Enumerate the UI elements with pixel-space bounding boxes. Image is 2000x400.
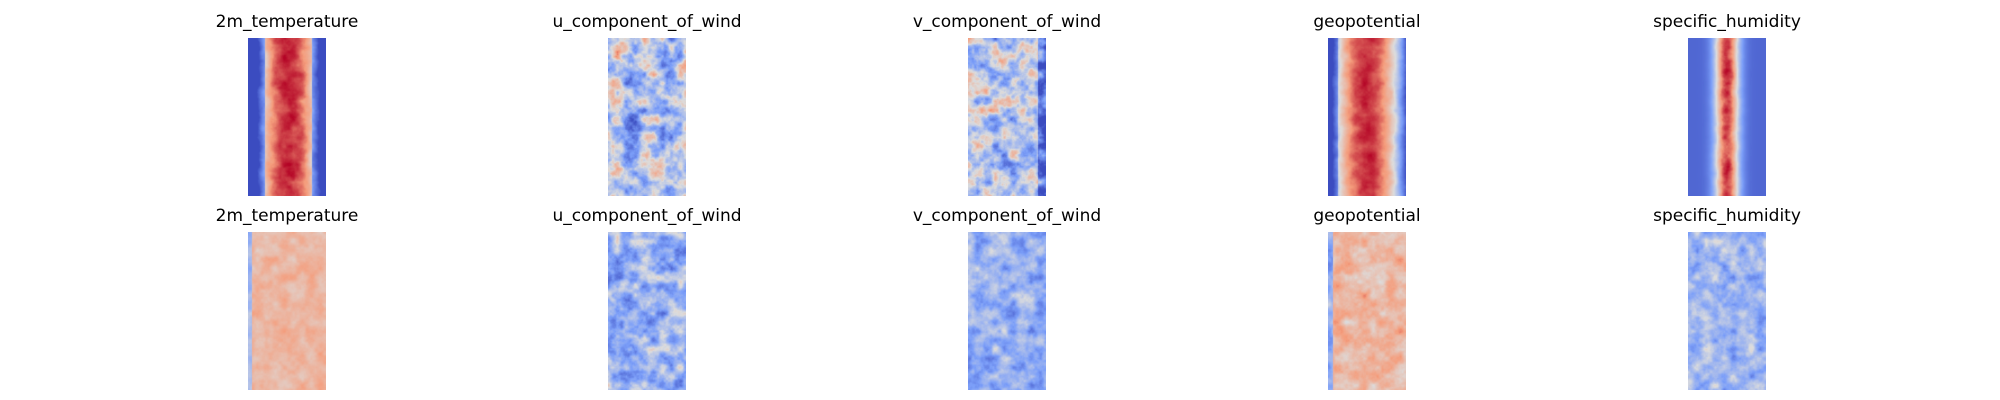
panel-u-component-of-wind-row2: u_component_of_wind bbox=[552, 206, 742, 390]
heatmap-image bbox=[968, 38, 1046, 196]
panel-2m-temperature-row2: 2m_temperature bbox=[216, 206, 358, 390]
heatmap-image bbox=[1328, 232, 1406, 390]
panel-title: 2m_temperature bbox=[215, 206, 359, 226]
panel-2m-temperature-row1: 2m_temperature bbox=[216, 12, 358, 196]
heatmap-image bbox=[1328, 38, 1406, 196]
panel-title: specific_humidity bbox=[1653, 12, 1801, 32]
panel-geopotential-row2: geopotential bbox=[1313, 206, 1421, 390]
panel-title: geopotential bbox=[1313, 12, 1421, 32]
heatmap-image bbox=[248, 38, 326, 196]
panel-title: geopotential bbox=[1313, 206, 1421, 226]
panel-v-component-of-wind-row2: v_component_of_wind bbox=[913, 206, 1101, 390]
panel-title: v_component_of_wind bbox=[912, 206, 1102, 226]
panel-title: v_component_of_wind bbox=[912, 12, 1102, 32]
panel-specific-humidity-row2: specific_humidity bbox=[1653, 206, 1801, 390]
heatmap-image bbox=[608, 232, 686, 390]
panel-u-component-of-wind-row1: u_component_of_wind bbox=[552, 12, 742, 196]
panel-geopotential-row1: geopotential bbox=[1313, 12, 1421, 196]
panel-title: specific_humidity bbox=[1653, 206, 1801, 226]
heatmap-image bbox=[248, 232, 326, 390]
heatmap-image bbox=[968, 232, 1046, 390]
panel-v-component-of-wind-row1: v_component_of_wind bbox=[913, 12, 1101, 196]
panel-title: 2m_temperature bbox=[215, 12, 359, 32]
heatmap-image bbox=[1688, 232, 1766, 390]
panel-title: u_component_of_wind bbox=[552, 12, 742, 32]
panel-specific-humidity-row1: specific_humidity bbox=[1653, 12, 1801, 196]
heatmap-image bbox=[1688, 38, 1766, 196]
panel-title: u_component_of_wind bbox=[552, 206, 742, 226]
heatmap-image bbox=[608, 38, 686, 196]
